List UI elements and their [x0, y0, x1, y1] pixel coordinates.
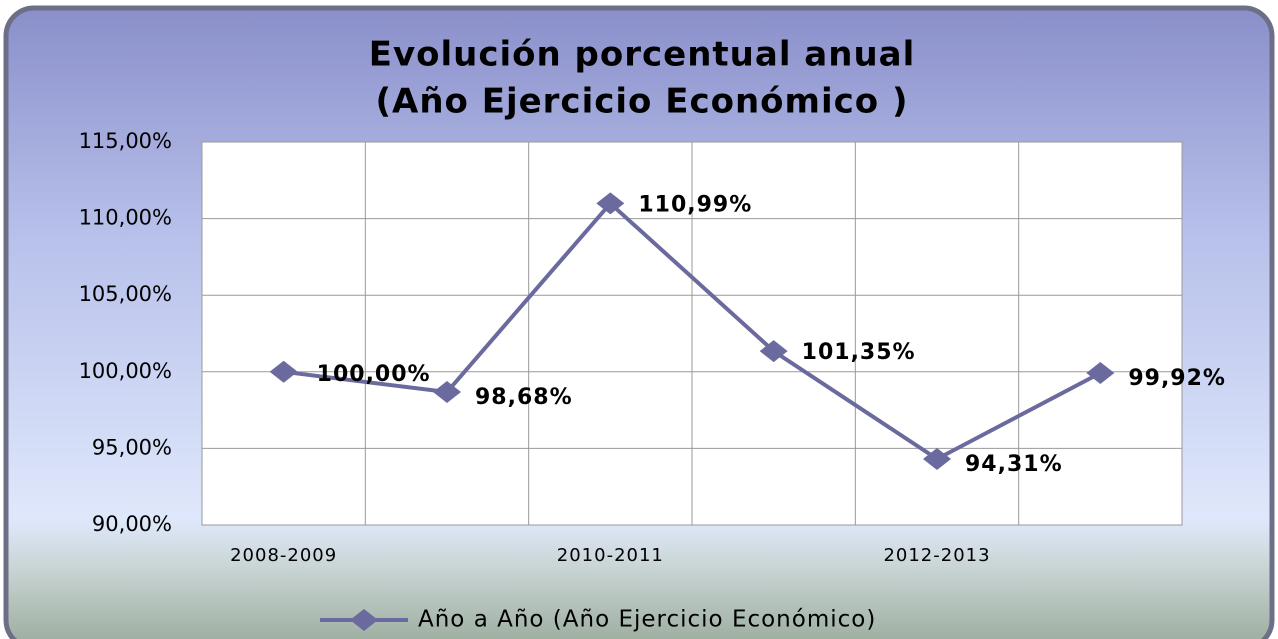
y-tick-label: 115,00% — [79, 129, 172, 153]
y-tick-label: 110,00% — [79, 206, 172, 230]
chart-title: (Año Ejercicio Económico ) — [375, 82, 908, 122]
data-point — [759, 340, 788, 363]
x-tick-label: 2008-2009 — [230, 545, 337, 566]
x-tick-label: 2010-2011 — [557, 545, 664, 566]
data-label: 101,35% — [802, 340, 916, 365]
y-tick-label: 90,00% — [92, 512, 172, 536]
x-tick-label: 2012-2013 — [883, 545, 990, 566]
data-label: 100,00% — [317, 362, 431, 387]
data-label: 99,92% — [1128, 366, 1226, 391]
data-point — [269, 360, 298, 383]
data-point — [433, 381, 461, 404]
series-line — [283, 200, 1102, 462]
data-label: 98,68% — [475, 385, 573, 410]
legend-label: Año a Año (Año Ejercicio Económico) — [418, 607, 876, 633]
data-point — [1086, 362, 1115, 385]
legend-marker — [350, 609, 378, 631]
y-tick-label: 100,00% — [79, 359, 172, 383]
data-point — [596, 192, 625, 215]
chart-title: Evolución porcentual anual — [369, 35, 916, 75]
data-point — [923, 447, 951, 470]
y-tick-label: 95,00% — [92, 435, 172, 459]
y-tick-label: 105,00% — [79, 282, 172, 306]
data-label: 94,31% — [965, 452, 1063, 477]
data-label: 110,99% — [638, 192, 752, 217]
